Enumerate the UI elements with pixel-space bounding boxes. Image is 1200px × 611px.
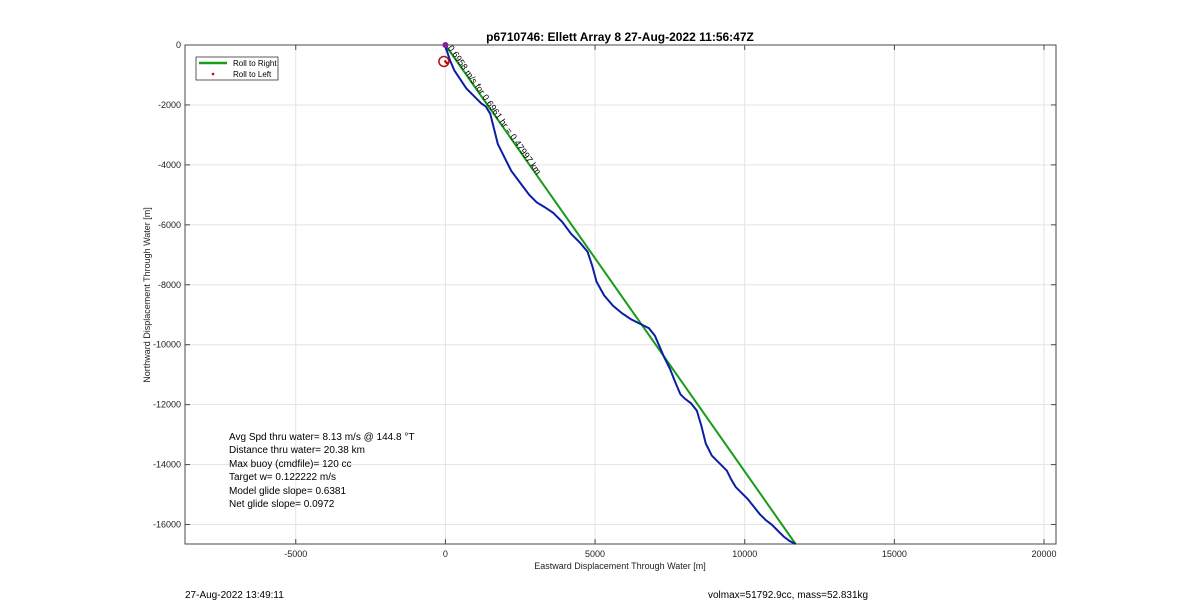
x-tick-label: 15000 bbox=[882, 549, 907, 559]
legend-swatch-roll-left bbox=[211, 72, 215, 76]
y-tick-label: -16000 bbox=[153, 520, 181, 530]
x-axis-label: Eastward Displacement Through Water [m] bbox=[534, 561, 706, 571]
stats-block: Avg Spd thru water= 8.13 m/s @ 144.8 °T … bbox=[229, 432, 414, 510]
legend-label-roll-left: Roll to Left bbox=[233, 70, 272, 79]
legend: Roll to Right Roll to Left bbox=[195, 56, 279, 81]
tick-labels: -5000 0 5000 10000 15000 20000 0 -2000 -4000 -600… bbox=[153, 40, 1057, 559]
y-tick-label: -12000 bbox=[153, 400, 181, 410]
stat-target-w: Target w= 0.122222 m/s bbox=[229, 472, 336, 483]
y-tick-label: 0 bbox=[176, 40, 181, 50]
plot-frame bbox=[184, 44, 1057, 545]
y-tick-label: -14000 bbox=[153, 460, 181, 470]
series-track-line bbox=[444, 44, 797, 545]
start-position-marker bbox=[442, 42, 449, 48]
x-tick-label: 0 bbox=[443, 549, 448, 559]
stat-net-glide: Net glide slope= 0.0972 bbox=[229, 499, 335, 510]
leg-annotation: 0.6958 m/s for 0.6961 hr = 0.47997 km bbox=[446, 43, 543, 176]
y-tick-label: -10000 bbox=[153, 340, 181, 350]
series-roll-right-line bbox=[444, 44, 797, 545]
y-tick-label: -4000 bbox=[158, 160, 181, 170]
markers bbox=[438, 42, 450, 68]
footer-mass-info: volmax=51792.9cc, mass=52.831kg bbox=[708, 590, 868, 601]
grid-lines bbox=[185, 44, 1056, 544]
stat-distance: Distance thru water= 20.38 km bbox=[229, 445, 365, 456]
footer-timestamp: 27-Aug-2022 13:49:11 bbox=[185, 590, 284, 601]
y-tick-label: -6000 bbox=[158, 220, 181, 230]
chart-title: p6710746: Ellett Array 8 27-Aug-2022 11:… bbox=[486, 30, 754, 44]
series-lines bbox=[444, 44, 797, 545]
series-roll-left-point bbox=[445, 61, 449, 65]
current-position-marker bbox=[438, 55, 450, 68]
stat-avg-speed: Avg Spd thru water= 8.13 m/s @ 144.8 °T bbox=[229, 432, 414, 443]
y-tick-label: -2000 bbox=[158, 100, 181, 110]
x-tick-label: 20000 bbox=[1032, 549, 1057, 559]
legend-label-roll-right: Roll to Right bbox=[233, 59, 277, 68]
x-tick-label: 5000 bbox=[585, 549, 605, 559]
y-tick-label: -8000 bbox=[158, 280, 181, 290]
x-tick-label: -5000 bbox=[284, 549, 307, 559]
y-axis-label: Northward Displacement Through Water [m] bbox=[142, 207, 152, 383]
stat-model-glide: Model glide slope= 0.6381 bbox=[229, 486, 346, 497]
stat-max-buoy: Max buoy (cmdfile)= 120 cc bbox=[229, 459, 352, 470]
x-tick-label: 10000 bbox=[732, 549, 757, 559]
